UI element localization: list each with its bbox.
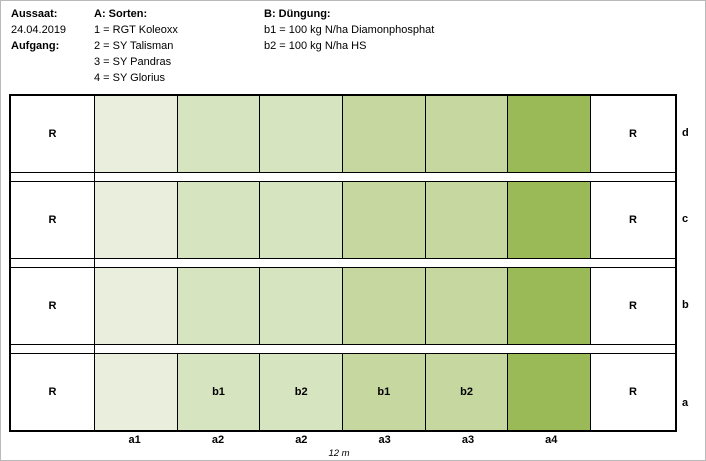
trial-plot-grid: R R R R R	[9, 94, 677, 432]
border-plot-cell: R	[591, 354, 676, 430]
column-label: a2	[295, 434, 308, 446]
border-plot-cell: R	[11, 182, 95, 258]
column-label: a1	[128, 434, 141, 446]
row-gap-rest	[95, 259, 675, 267]
plot-cell: b1	[177, 354, 261, 430]
plot-cell	[95, 96, 178, 172]
column-label: a2	[211, 434, 225, 446]
row-label-b: b	[682, 299, 689, 311]
column-labels: a1 a2 a2 a3 a3 a4	[93, 434, 593, 446]
plot-cell	[425, 268, 509, 344]
plot-cell	[260, 96, 344, 172]
scale-label: 12 m	[328, 448, 350, 459]
row-label-d: d	[682, 127, 689, 139]
column-label: a4	[545, 434, 558, 446]
sowing-label: Aussaat:	[11, 8, 58, 20]
plot-cell	[177, 268, 261, 344]
plot-cell	[260, 182, 344, 258]
border-plot-cell: R	[591, 96, 676, 172]
border-plot-cell: R	[591, 182, 676, 258]
plot-cell	[508, 268, 592, 344]
plot-cell	[95, 354, 178, 430]
row-gap-rest	[95, 345, 675, 353]
column-label: a3	[461, 434, 475, 446]
row-gap-left	[11, 173, 95, 181]
plot-cell	[425, 96, 509, 172]
row-label-a: a	[682, 397, 689, 409]
plot-cell	[260, 268, 344, 344]
row-gap	[11, 258, 675, 268]
border-plot-cell: R	[591, 268, 676, 344]
column-label: a3	[378, 434, 391, 446]
sowing-date: 24.04.2019	[11, 24, 67, 36]
row-gap	[11, 172, 675, 182]
sowing-block: Aussaat: 24.04.2019 Aufgang:	[11, 6, 66, 54]
fertilization-title: B: Düngung:	[264, 8, 331, 20]
border-plot-cell: R	[11, 354, 95, 430]
plot-cell	[425, 182, 509, 258]
plot-row-d: R R	[11, 96, 676, 172]
plot-cell	[177, 96, 261, 172]
plot-row-b: R R	[11, 268, 676, 344]
row-gap-rest	[95, 173, 675, 181]
plot-cell	[95, 182, 178, 258]
plot-cell	[177, 182, 261, 258]
variety-item: 3 = SY Pandras	[94, 56, 172, 68]
plot-cell	[508, 182, 592, 258]
plot-cell: b2	[425, 354, 509, 430]
plot-cell: b2	[260, 354, 344, 430]
border-plot-cell: R	[11, 268, 95, 344]
fertilization-item: b1 = 100 kg N/ha Diamonphosphat	[264, 24, 435, 36]
variety-item: 4 = SY Glorius	[94, 72, 166, 84]
variety-item: 2 = SY Talisman	[94, 40, 174, 52]
variety-item: 1 = RGT Koleoxx	[94, 24, 178, 36]
row-gap-left	[11, 259, 95, 267]
plot-cell	[343, 182, 426, 258]
plot-cell	[508, 354, 592, 430]
row-gap-left	[11, 345, 95, 353]
plot-cell: b1	[343, 354, 426, 430]
emergence-label: Aufgang:	[11, 40, 60, 52]
row-label-c: c	[682, 213, 689, 225]
plot-cell	[343, 96, 426, 172]
plot-cell	[95, 268, 178, 344]
plot-cell	[343, 268, 426, 344]
varieties-block: A: Sorten: 1 = RGT Koleoxx 2 = SY Talism…	[94, 6, 178, 86]
varieties-title: A: Sorten:	[94, 8, 148, 20]
plot-row-a: R b1 b2 b1 b2 R	[11, 354, 676, 430]
plot-cell	[508, 96, 592, 172]
fertilization-item: b2 = 100 kg N/ha HS	[264, 40, 367, 52]
border-plot-cell: R	[11, 96, 95, 172]
plot-row-c: R R	[11, 182, 676, 258]
row-gap	[11, 344, 675, 354]
fertilization-block: B: Düngung: b1 = 100 kg N/ha Diamonphosp…	[264, 6, 434, 54]
